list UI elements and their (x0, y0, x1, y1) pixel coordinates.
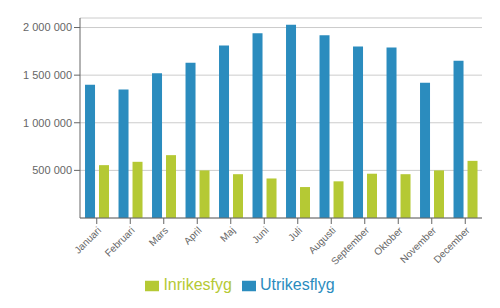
svg-text:2 000 000: 2 000 000 (23, 21, 72, 33)
svg-text:500 000: 500 000 (32, 164, 72, 176)
svg-text:April: April (182, 225, 204, 247)
svg-text:Oktober: Oktober (372, 224, 405, 257)
html-text:Utrikesflyg: Utrikesflyg (259, 276, 335, 293)
svg-text:Augusti: Augusti (306, 225, 337, 256)
svg-text:1 500 000: 1 500 000 (23, 69, 72, 81)
svg-text:1 000 000: 1 000 000 (23, 117, 72, 129)
svg-text:December: December (431, 224, 472, 265)
svg-text:November: November (397, 224, 439, 266)
svg-text:Maj: Maj (218, 225, 237, 244)
svg-text:Juli: Juli (286, 225, 304, 243)
svg-text:Juni: Juni (250, 225, 271, 246)
svg-text:Januari: Januari (72, 225, 103, 256)
html-text:Inrikesfyg: Inrikesfyg (163, 276, 232, 293)
svg-text:Mars: Mars (147, 225, 171, 249)
svg-text:Februari: Februari (103, 225, 137, 259)
svg-text:September: September (329, 224, 372, 267)
